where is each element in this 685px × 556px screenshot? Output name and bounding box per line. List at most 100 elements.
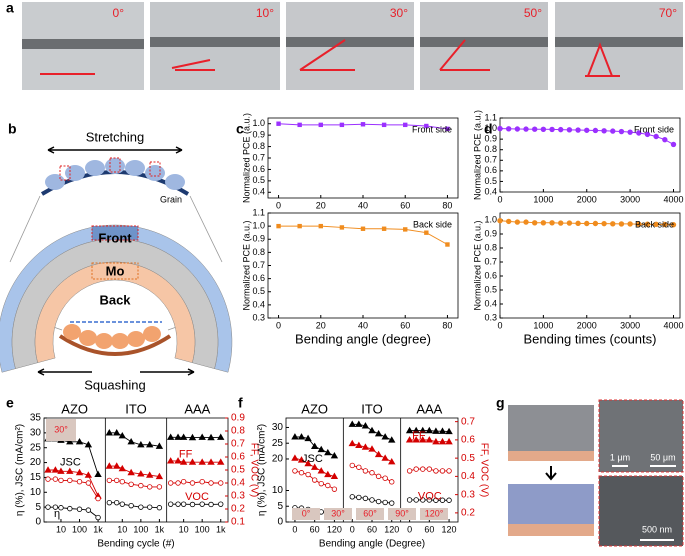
inset-photo [388, 508, 416, 520]
marker [128, 502, 134, 509]
marker [180, 501, 187, 507]
label: Squashing [84, 377, 145, 392]
marker [76, 506, 83, 512]
y-tick-label: 0.5 [484, 284, 497, 294]
x-tick-label: 4000 [663, 194, 683, 204]
y-tick-label: 30 [30, 427, 42, 438]
marker [601, 220, 607, 227]
y-tick-label: 1.0 [252, 221, 265, 231]
marker [45, 504, 51, 510]
marker [405, 436, 414, 443]
marker [189, 501, 196, 508]
marker [44, 466, 52, 473]
marker [405, 426, 414, 434]
x-tick-label: 100 [133, 524, 148, 534]
y-tick-label: 0.8 [252, 141, 265, 151]
marker [57, 467, 65, 474]
panel-letter: g [496, 395, 505, 411]
guide-lines [9, 195, 223, 331]
y-tick-label: 0.6 [252, 164, 265, 174]
x-tick-label: 2000 [577, 194, 597, 204]
marker [540, 220, 547, 226]
x-tick-label: 60 [367, 524, 377, 534]
marker [382, 475, 388, 481]
label: Mo [106, 263, 125, 278]
marker [381, 433, 389, 440]
marker [610, 128, 616, 134]
section-label: ITO [361, 401, 382, 416]
y-tick-label: 0.8 [484, 242, 497, 252]
marker [66, 437, 74, 445]
sem [598, 475, 684, 547]
x-tick-label: 0 [276, 200, 281, 210]
y-tick-label: 35 [30, 413, 42, 424]
marker [523, 126, 529, 132]
sem-images [508, 399, 684, 547]
device-sketch [508, 405, 594, 451]
marker [75, 468, 84, 476]
marker [105, 429, 114, 436]
marker [419, 436, 427, 443]
scale-bar [612, 465, 676, 541]
marker [566, 127, 573, 133]
y2-tick-label: 0.2 [231, 504, 245, 515]
marker [426, 466, 433, 472]
x-axis-label: Bending cycle (#) [97, 539, 174, 550]
x-tick-label: 40 [358, 320, 368, 330]
marker [374, 429, 383, 437]
marker [155, 472, 164, 480]
marker [175, 480, 181, 486]
marker [207, 458, 215, 465]
marker [403, 122, 408, 128]
marker [356, 464, 362, 470]
marker [137, 440, 145, 448]
y-tick-label: 25 [272, 438, 284, 449]
angle-label: 0° [113, 6, 125, 20]
marker [618, 128, 625, 135]
y-tick-label: 0 [277, 517, 283, 528]
marker [592, 220, 599, 227]
caliper [22, 37, 683, 49]
marker [297, 223, 302, 229]
marker [146, 440, 154, 448]
marker [276, 121, 281, 126]
x-tick-label: 80 [442, 200, 452, 210]
marker [653, 133, 659, 140]
y-tick-label: 1.0 [484, 214, 497, 224]
marker [95, 514, 101, 521]
marker [106, 499, 113, 506]
marker [174, 433, 182, 440]
annotation: JSC [60, 456, 81, 468]
y-axis-label: Normalized PCE (a.u.) [472, 110, 482, 200]
x-tick-label: 1000 [533, 320, 553, 330]
label: Grain [160, 194, 182, 204]
x-axis-label: Bending angle (degree) [295, 331, 431, 346]
y-tick-label: 0.9 [252, 234, 265, 244]
marker [52, 476, 59, 482]
panel-letter: d [484, 121, 493, 137]
marker [166, 457, 175, 464]
x-tick-label: 40 [358, 200, 368, 210]
y-tick-label: 25 [30, 442, 42, 453]
x-tick-label: 10 [56, 524, 66, 534]
marker [298, 470, 305, 476]
marker [445, 242, 450, 247]
y-axis-label: η (%), JSC (mA/cm²) [15, 424, 26, 516]
x-tick-label: 100 [72, 524, 87, 534]
marker [127, 468, 135, 476]
inset-photo [420, 508, 448, 520]
section-label: AZO [301, 401, 328, 416]
marker [439, 497, 446, 503]
marker [330, 452, 339, 459]
section-label: AAA [184, 401, 210, 416]
marker [128, 481, 134, 487]
y-tick-label: 0 [35, 517, 41, 528]
y-tick-label: 0.6 [484, 165, 497, 175]
panel-letter: e [6, 395, 14, 411]
marker [51, 466, 60, 473]
marker [127, 437, 135, 445]
inset-photo [356, 508, 384, 520]
highlight [91, 262, 139, 280]
marker [368, 426, 376, 434]
x-tick-label: 4000 [663, 320, 683, 330]
